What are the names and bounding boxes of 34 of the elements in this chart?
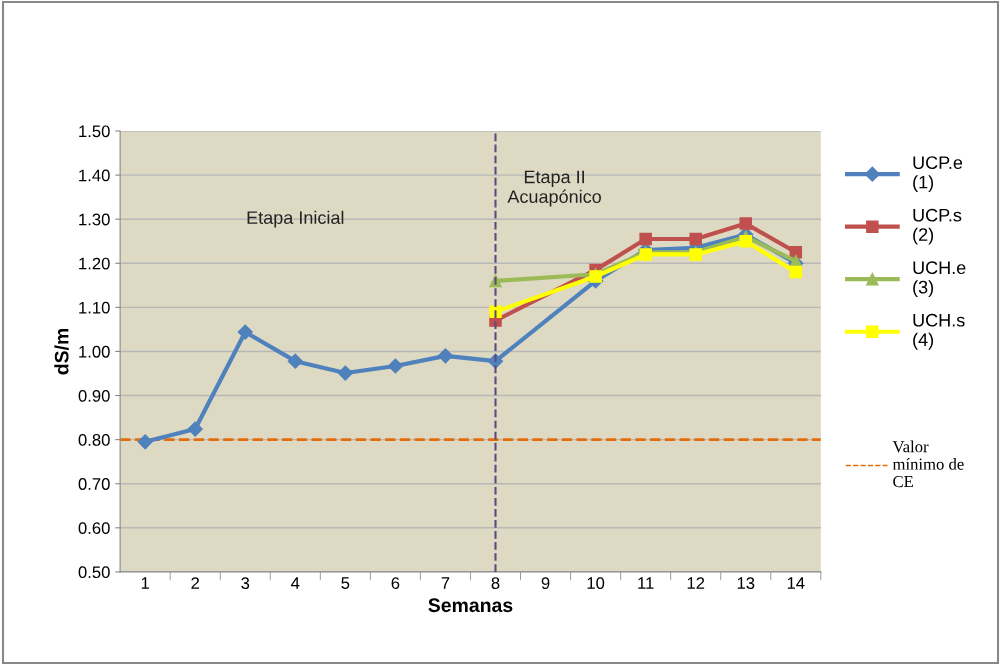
y-tick-label: 0.50 — [78, 566, 110, 579]
x-tick-label: 12 — [687, 577, 705, 589]
x-tick-label: 4 — [291, 577, 300, 589]
legend-label: Valor mínimo de CE — [892, 440, 964, 488]
x-tick-label: 9 — [541, 577, 550, 589]
y-tick-label: 0.90 — [78, 389, 110, 402]
y-axis-title: dS/m — [54, 328, 69, 375]
y-tick-label: 0.70 — [78, 478, 110, 490]
y-tick-label: 1.00 — [79, 345, 110, 358]
x-tick-label: 3 — [241, 577, 250, 589]
y-tick-label: 1.30 — [79, 213, 110, 226]
y-tick-label: 0.60 — [78, 522, 110, 535]
x-tick-label: 8 — [491, 577, 500, 589]
legend-label: UCP.e (1) — [913, 156, 963, 193]
y-tick-label: 1.40 — [79, 169, 110, 182]
x-tick-label: 1 — [141, 577, 149, 589]
legend-label: UCH.s (4) — [913, 313, 965, 350]
legend-label: UCH.e (3) — [913, 261, 966, 298]
annotation: Etapa II Acuapónico — [507, 170, 601, 207]
x-tick-label: 7 — [441, 577, 450, 589]
annotation: Etapa Inicial — [247, 210, 344, 228]
x-tick-label: 5 — [341, 577, 350, 589]
x-tick-label: 6 — [391, 577, 400, 589]
x-tick-label: 10 — [587, 577, 605, 589]
y-tick-label: 1.20 — [79, 257, 110, 270]
x-tick-label: 13 — [737, 577, 755, 589]
y-tick-label: 1.50 — [79, 125, 110, 138]
legend-label: UCP.s (2) — [913, 208, 962, 245]
x-tick-label: 11 — [638, 577, 654, 589]
x-tick-label: 2 — [191, 577, 199, 589]
y-tick-label: 1.10 — [79, 301, 110, 314]
x-axis-title: Semanas — [428, 598, 513, 613]
y-tick-label: 0.80 — [78, 434, 110, 446]
x-tick-label: 14 — [787, 577, 805, 589]
